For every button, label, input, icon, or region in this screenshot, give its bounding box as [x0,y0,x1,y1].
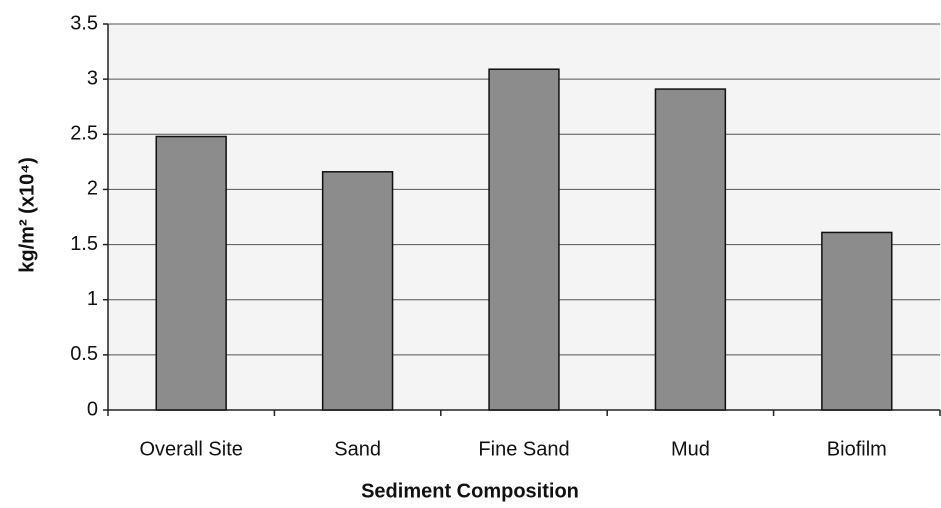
y-tick-label: 2 [87,178,98,200]
y-tick-label: 1 [87,288,98,310]
y-tick-label: 0 [87,398,98,420]
x-tick-label: Overall Site [140,438,243,460]
bar [155,135,227,411]
x-tick-label: Fine Sand [478,438,569,460]
y-tick-label: 1.5 [70,233,98,255]
x-tick-label: Mud [671,438,710,460]
bar [821,231,893,411]
y-tick-label: 3.5 [70,12,98,34]
y-tick-label: 3 [87,67,98,89]
y-axis-title: kg/m² (x10⁴) [16,157,38,272]
bar [654,88,727,411]
y-tick-label: 2.5 [70,123,98,145]
x-tick-label: Sand [334,438,381,460]
x-tick-label: Biofilm [827,438,887,460]
y-tick-label: 0.5 [70,343,98,365]
bar [321,171,394,411]
x-axis-title: Sediment Composition [361,480,579,502]
bar [488,68,560,411]
